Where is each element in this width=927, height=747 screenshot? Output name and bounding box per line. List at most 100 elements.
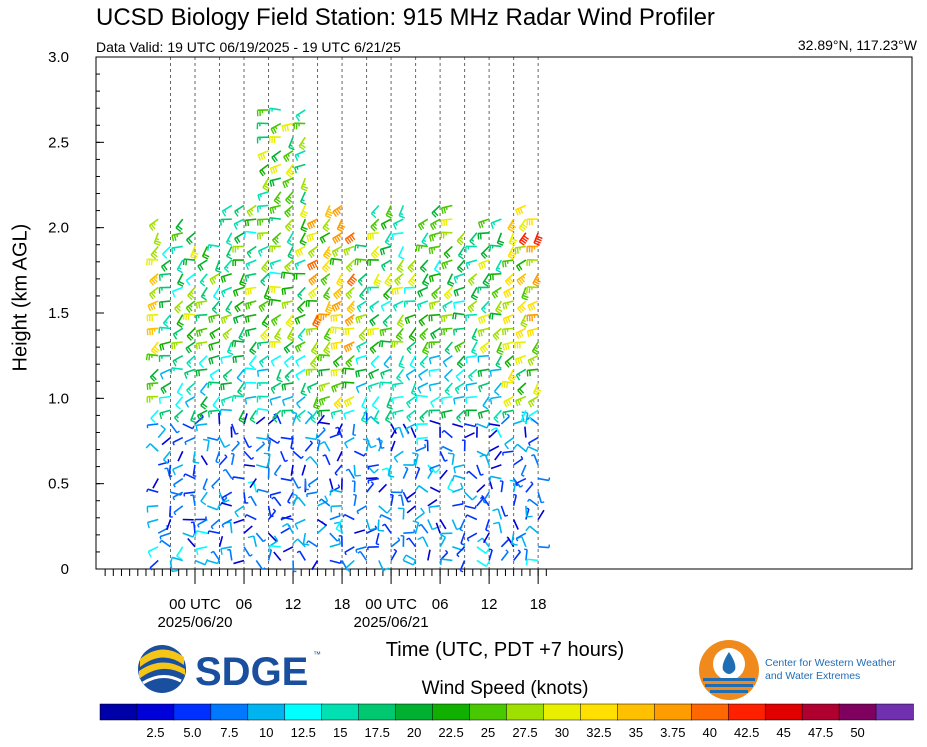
wind-barb-feather (395, 222, 398, 226)
wind-barb-feather (388, 210, 392, 213)
wind-barb-feather (417, 536, 424, 541)
wind-barb-feather (184, 441, 187, 446)
wind-barb (502, 259, 514, 263)
wind-barb-feather (337, 484, 341, 488)
wind-barb-feather (432, 332, 437, 339)
wind-barb-feather (410, 264, 414, 268)
wind-barb (249, 409, 257, 420)
wind-barb-feather (284, 181, 289, 188)
wind-barb-feather (176, 555, 183, 560)
wind-barb (269, 177, 281, 182)
sdge-trademark: ™ (313, 650, 321, 659)
wind-barb-feather (323, 350, 330, 356)
wind-barb-feather (433, 234, 436, 238)
wind-barb-feather (384, 241, 391, 246)
wind-barb (439, 519, 447, 530)
wind-barb-feather (444, 376, 450, 382)
wind-barb-feather (496, 362, 501, 366)
wind-barb (295, 368, 306, 376)
wind-barb-feather (374, 525, 378, 529)
wind-barb-feather (220, 384, 223, 391)
wind-barb (527, 445, 539, 452)
wind-barb-feather (322, 227, 329, 233)
wind-barb (243, 492, 247, 504)
wind-barb-feather (162, 264, 168, 271)
wind-barb (147, 488, 159, 493)
wind-barb (345, 559, 355, 569)
wind-barb-feather (532, 399, 535, 403)
wind-barb-feather (430, 333, 435, 340)
wind-barb-feather (445, 219, 448, 226)
wind-barb-feather (326, 308, 333, 312)
wind-barb-feather (374, 280, 381, 285)
wind-barb-feather (297, 294, 303, 301)
wind-barb-feather (187, 305, 193, 312)
wind-barb-feather (191, 417, 195, 421)
wind-barb (296, 300, 306, 310)
wind-barb (233, 218, 245, 225)
wind-barb-feather (421, 221, 425, 226)
wind-barb (220, 546, 232, 550)
wind-barb-feather (190, 255, 197, 260)
wind-barb-feather (372, 224, 378, 230)
wind-barb-feather (145, 354, 149, 361)
wind-barb-feather (231, 340, 234, 347)
wind-barb (202, 478, 208, 490)
wind-barb-feather (201, 402, 208, 408)
wind-barb-feather (385, 280, 392, 285)
wind-barb-feather (147, 551, 152, 558)
chart-title: UCSD Biology Field Station: 915 MHz Rada… (96, 4, 715, 31)
wind-barb-feather (408, 281, 414, 287)
wind-barb-feather (258, 306, 263, 313)
wind-barb-feather (387, 403, 391, 407)
wind-barb-feather (162, 253, 168, 259)
wind-barb-feather (527, 360, 532, 367)
wind-barb-feather (406, 402, 411, 409)
wind-barb-feather (330, 370, 333, 377)
wind-barb (260, 273, 270, 283)
wind-barb-feather (284, 266, 290, 273)
wind-barb-feather (332, 362, 338, 368)
wind-barb-feather (285, 172, 292, 178)
wind-barb (353, 494, 357, 506)
wind-barb-feather (418, 374, 423, 381)
wind-barb-feather (172, 442, 175, 446)
wind-barb-feather (521, 237, 528, 242)
wind-barb-feather (444, 459, 448, 462)
wind-barb (414, 522, 420, 534)
wind-barb (300, 218, 307, 230)
wind-barb-feather (520, 225, 527, 231)
wind-barb-feather (308, 293, 313, 300)
wind-barb-feather (281, 302, 285, 310)
wind-barb-feather (257, 194, 261, 201)
wind-barb (331, 257, 343, 261)
wind-barb (218, 437, 226, 448)
wind-barb-feather (163, 322, 169, 328)
wind-barb-feather (510, 251, 517, 256)
wind-barb-feather (528, 370, 531, 377)
wind-barb (525, 508, 530, 520)
wind-barb (390, 550, 398, 561)
wind-barb (367, 464, 379, 468)
wind-barb-feather (353, 493, 357, 496)
wind-barb-feather (260, 335, 266, 341)
wind-barb (370, 218, 380, 228)
wind-barb-feather (246, 211, 251, 217)
wind-barb-feather (495, 416, 499, 420)
wind-barb-feather (222, 276, 227, 283)
wind-barb-feather (234, 511, 239, 518)
wind-barb (528, 498, 539, 507)
wind-barb-feather (187, 237, 193, 244)
wind-barb (345, 259, 355, 269)
wind-barb-feather (509, 240, 517, 244)
wind-barb-feather (284, 376, 290, 382)
wind-barb-feather (246, 252, 252, 259)
wind-barb (320, 273, 331, 282)
wind-barb-feather (385, 214, 392, 219)
wind-barb (317, 518, 328, 527)
wind-barb-feather (283, 362, 289, 368)
wind-barb (488, 549, 493, 561)
wind-barb (417, 286, 429, 293)
wind-barb-feather (482, 282, 489, 287)
wind-barb (152, 478, 159, 489)
